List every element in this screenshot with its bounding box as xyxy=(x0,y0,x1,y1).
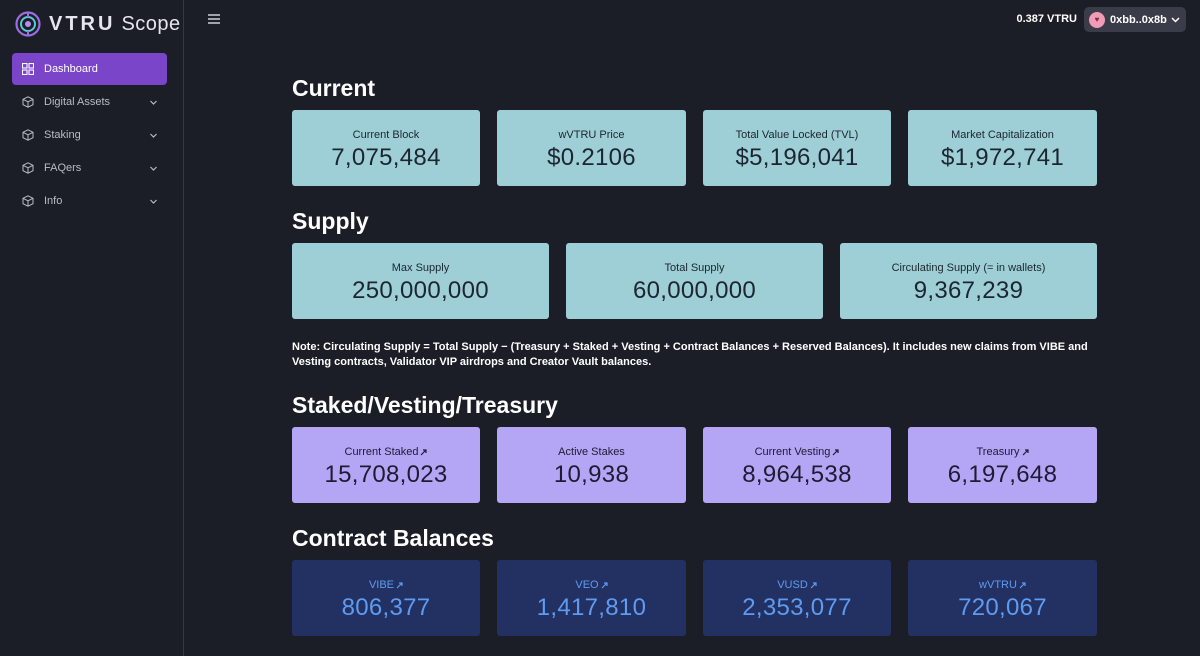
stat-value: $5,196,041 xyxy=(735,144,859,171)
external-link-icon[interactable] xyxy=(601,582,608,589)
stat-label: wVTRU Price xyxy=(558,129,625,141)
dashboard-icon xyxy=(21,63,34,76)
external-link-icon[interactable] xyxy=(396,582,403,589)
stat-label: Current Vesting xyxy=(754,446,831,458)
stat-value: 720,067 xyxy=(958,594,1047,621)
sidebar-item-label: Dashboard xyxy=(44,63,98,75)
stat-value: 806,377 xyxy=(341,594,431,621)
avatar: ♥ xyxy=(1089,11,1105,28)
stat-label: VIBE xyxy=(368,579,395,591)
stat-label-row: VEO xyxy=(575,579,608,592)
sidebar-item-dashboard[interactable]: Dashboard xyxy=(12,53,167,85)
stat-value: 2,353,077 xyxy=(742,594,852,621)
stat-label-row: Current Vesting xyxy=(755,446,840,459)
stat-label: VUSD xyxy=(777,579,808,591)
stat-card-market-cap: Market Capitalization $1,972,741 xyxy=(908,110,1097,186)
stat-card-treasury[interactable]: Treasury 6,197,648 xyxy=(908,427,1097,503)
chevron-down-icon xyxy=(150,100,157,105)
stat-card-current-vesting[interactable]: Current Vesting 8,964,538 xyxy=(703,427,891,503)
stat-card-vibe[interactable]: VIBE 806,377 xyxy=(292,560,480,636)
logo[interactable]: VTRU Scope xyxy=(15,11,181,37)
sidebar-item-label: Staking xyxy=(44,129,81,141)
wallet-balance: 0.387 VTRU xyxy=(1016,13,1077,25)
stat-card-tvl: Total Value Locked (TVL) $5,196,041 xyxy=(703,110,891,186)
sidebar-item-staking[interactable]: Staking xyxy=(12,119,167,151)
external-link-icon[interactable] xyxy=(420,449,428,456)
chevron-down-icon xyxy=(150,166,157,171)
section-title-supply: Supply xyxy=(292,208,369,234)
cube-icon xyxy=(21,129,34,142)
stat-label: VEO xyxy=(575,579,599,591)
stat-label: Max Supply xyxy=(391,262,450,274)
cube-icon xyxy=(21,162,34,175)
chevron-down-icon xyxy=(150,133,157,138)
stat-label-row: VUSD xyxy=(777,579,817,592)
stat-label-row: Active Stakes xyxy=(558,446,625,459)
stat-card-current-staked[interactable]: Current Staked 15,708,023 xyxy=(292,427,480,503)
stat-value: 9,367,239 xyxy=(913,277,1024,304)
stat-value: $0.2106 xyxy=(547,144,636,171)
external-link-icon[interactable] xyxy=(1022,449,1029,456)
stat-label: Current Staked xyxy=(344,446,419,458)
sidebar-item-info[interactable]: Info xyxy=(12,185,167,217)
stat-value: 60,000,000 xyxy=(632,277,757,304)
menu-toggle-icon[interactable] xyxy=(208,14,220,24)
section-title-current: Current xyxy=(292,75,376,101)
stat-label-row: wVTRU xyxy=(979,579,1026,592)
stat-label-row: VIBE xyxy=(369,579,403,592)
external-link-icon[interactable] xyxy=(832,449,840,456)
section-title-contracts: Contract Balances xyxy=(292,525,494,551)
stat-card-vusd[interactable]: VUSD 2,353,077 xyxy=(703,560,891,636)
stat-label: Active Stakes xyxy=(558,446,625,458)
stat-value: 7,075,484 xyxy=(331,144,441,171)
wallet-address: 0xbb..0x8b xyxy=(1110,13,1167,26)
stat-value: $1,972,741 xyxy=(940,144,1065,171)
chevron-down-icon xyxy=(150,199,157,204)
stat-label: Total Supply xyxy=(664,262,725,274)
stat-card-active-stakes: Active Stakes 10,938 xyxy=(497,427,686,503)
logo-icon xyxy=(15,11,41,37)
cube-icon xyxy=(21,96,34,109)
stat-card-veo[interactable]: VEO 1,417,810 xyxy=(497,560,686,636)
stat-card-current-block: Current Block 7,075,484 xyxy=(292,110,480,186)
sidebar-nav: Dashboard Digital Assets Staking FAQers xyxy=(12,53,167,218)
stat-label: Market Capitalization xyxy=(951,129,1054,141)
brand-strong: VTRU xyxy=(49,12,116,35)
sidebar-item-faqers[interactable]: FAQers xyxy=(12,152,167,184)
wallet-button[interactable]: ♥ 0xbb..0x8b xyxy=(1084,7,1186,32)
stat-value: 15,708,023 xyxy=(324,461,448,488)
external-link-icon[interactable] xyxy=(1019,582,1026,589)
stat-label: wVTRU xyxy=(979,579,1017,591)
sidebar-item-label: FAQers xyxy=(44,162,82,174)
chevron-down-icon xyxy=(1171,17,1180,23)
sidebar-item-label: Digital Assets xyxy=(44,96,111,108)
stat-value: 250,000,000 xyxy=(352,277,489,304)
stat-label: Treasury xyxy=(976,446,1020,458)
stat-card-wvtru[interactable]: wVTRU 720,067 xyxy=(908,560,1097,636)
stat-value: 6,197,648 xyxy=(947,461,1058,488)
stat-card-max-supply: Max Supply 250,000,000 xyxy=(292,243,549,319)
brand-name: VTRU Scope xyxy=(49,13,181,36)
section-title-staked: Staked/Vesting/Treasury xyxy=(292,392,558,418)
stat-label: Current Block xyxy=(352,129,420,141)
cube-icon xyxy=(21,195,34,208)
supply-note: Note: Circulating Supply = Total Supply … xyxy=(292,341,1088,368)
stat-label: Circulating Supply (= in wallets) xyxy=(891,262,1046,274)
stat-card-circulating-supply: Circulating Supply (= in wallets) 9,367,… xyxy=(840,243,1097,319)
stat-value: 10,938 xyxy=(553,461,630,488)
sidebar-item-label: Info xyxy=(44,195,63,207)
stat-value: 8,964,538 xyxy=(742,461,852,488)
sidebar-item-digital-assets[interactable]: Digital Assets xyxy=(12,86,167,118)
stat-label: Total Value Locked (TVL) xyxy=(735,129,859,141)
brand-light: Scope xyxy=(121,12,181,35)
stat-card-total-supply: Total Supply 60,000,000 xyxy=(566,243,823,319)
sidebar: VTRU Scope Dashboard Digital Assets Stak… xyxy=(0,0,184,656)
stat-label-row: Current Staked xyxy=(345,446,428,459)
stat-value: 1,417,810 xyxy=(536,594,647,621)
stat-label-row: Treasury xyxy=(977,446,1029,459)
external-link-icon[interactable] xyxy=(810,582,817,589)
stat-card-wvtru-price: wVTRU Price $0.2106 xyxy=(497,110,686,186)
